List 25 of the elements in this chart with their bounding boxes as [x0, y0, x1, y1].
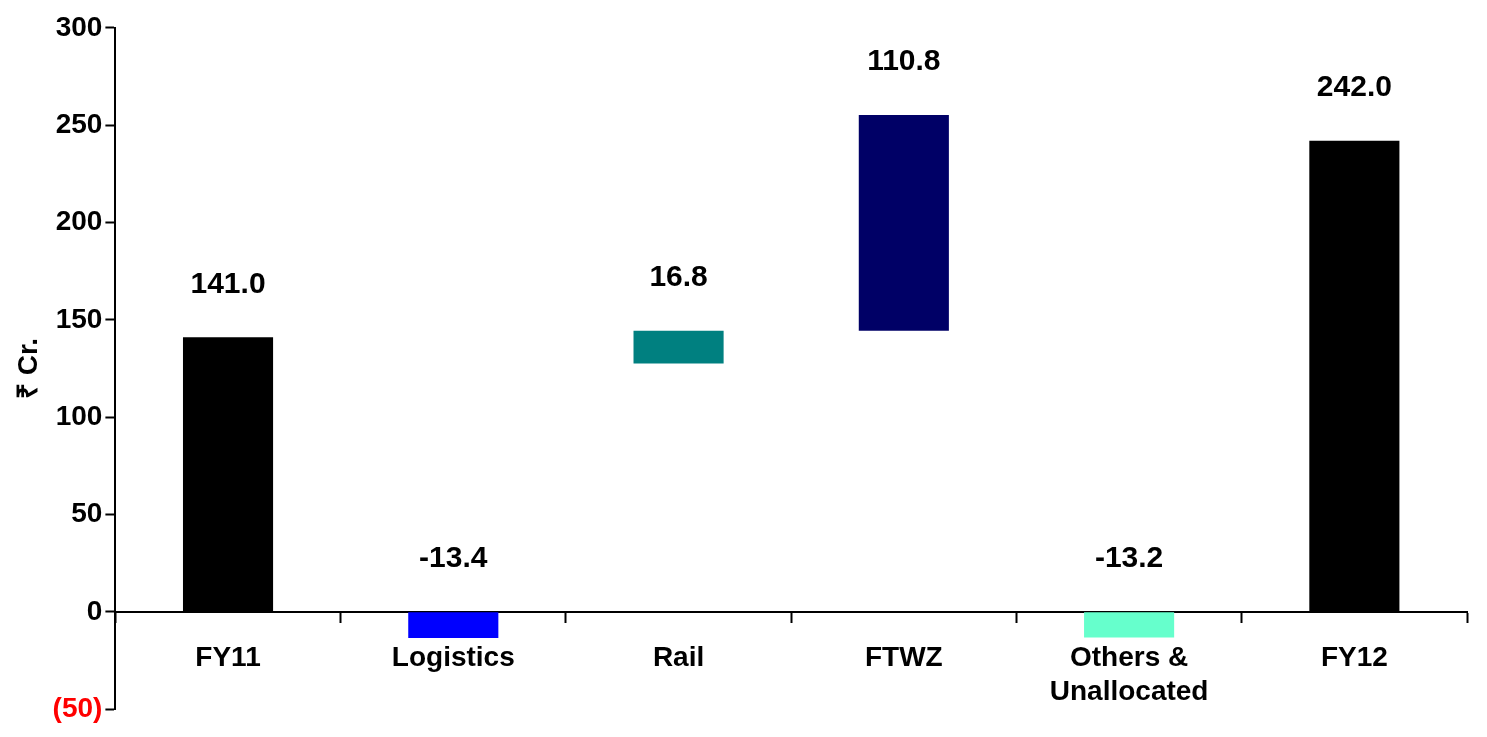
bar — [633, 330, 724, 364]
bar — [1084, 612, 1175, 638]
x-tick-label: FY12 — [1320, 641, 1388, 673]
data-label: -13.2 — [1094, 540, 1164, 574]
x-tick-label: Rail — [652, 641, 705, 673]
bar — [858, 115, 949, 331]
bar — [408, 612, 499, 638]
y-tick-label: 100 — [55, 399, 103, 431]
data-label: 242.0 — [1316, 68, 1392, 102]
x-tick-label: Logistics — [391, 641, 515, 673]
y-tick-label: 0 — [86, 594, 103, 626]
data-label: 110.8 — [867, 43, 941, 77]
x-tick-label: FY11 — [195, 641, 261, 673]
x-tick-label: Others & Unallocated — [1049, 641, 1209, 706]
y-tick-label: 150 — [55, 302, 103, 334]
data-label: -13.4 — [419, 540, 488, 574]
y-tick-label: 50 — [71, 497, 103, 529]
data-label: 16.8 — [649, 259, 708, 292]
y-tick-label: 200 — [55, 205, 103, 237]
y-axis-title: ₹ Cr. — [11, 337, 43, 400]
y-tick-label: (50) — [52, 691, 103, 723]
x-tick-label: FTWZ — [864, 641, 943, 673]
y-tick-label: 250 — [55, 107, 103, 139]
data-label: 141.0 — [190, 265, 266, 299]
y-tick-label: 300 — [55, 10, 103, 42]
